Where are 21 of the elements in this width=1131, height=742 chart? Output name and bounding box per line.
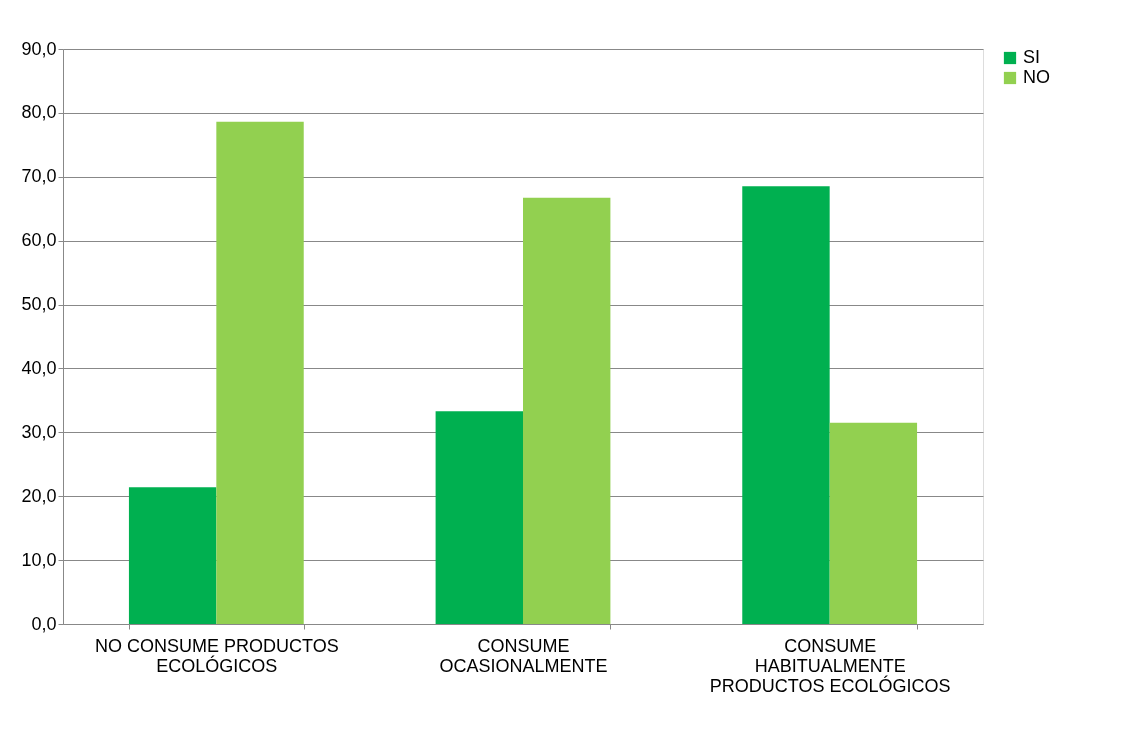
bar [523,197,611,624]
bar [435,411,523,624]
y-tick-label: 10,0 [21,549,57,570]
y-tick-label: 50,0 [21,294,57,315]
y-tick-label: 80,0 [21,102,57,123]
legend-label: NO [1023,67,1050,87]
y-tick-label: 30,0 [21,421,57,442]
y-tick-label: 90,0 [21,38,57,59]
x-tick-label: CONSUME HABITUALMENTE PRODUCTOS ECOLÓGICOS [709,635,951,696]
bar [829,422,918,624]
y-tick-label: 20,0 [21,485,57,506]
y-tick-label: 0,0 [31,613,57,634]
bar [216,121,304,624]
y-tick-label: 70,0 [21,166,57,187]
legend-label: SI [1023,47,1041,67]
bar [742,186,830,624]
bar [128,487,217,624]
y-tick-label: 60,0 [21,230,57,251]
x-tick-label: CONSUME OCASIONALMENTE [439,635,608,676]
y-tick-label: 40,0 [21,357,57,378]
x-tick-label: NO CONSUME PRODUCTOS ECOLÓGICOS [94,635,339,676]
